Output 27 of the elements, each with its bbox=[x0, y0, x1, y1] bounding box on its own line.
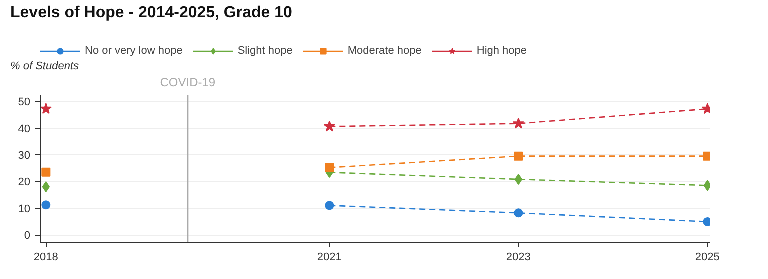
chart-title: Levels of Hope - 2014-2025, Grade 10 bbox=[10, 4, 293, 22]
y-tick-label: 20 bbox=[18, 176, 31, 189]
point bbox=[40, 103, 52, 114]
point bbox=[324, 120, 336, 132]
y-tick-label: 0 bbox=[24, 230, 31, 242]
point bbox=[514, 208, 524, 218]
y-tick-label: 10 bbox=[18, 203, 31, 216]
legend-label: No or very low hope bbox=[85, 44, 183, 58]
point bbox=[42, 200, 51, 210]
legend-label: Slight hope bbox=[238, 44, 293, 58]
legend-label: High hope bbox=[476, 44, 528, 58]
y-tick-label: 40 bbox=[18, 123, 31, 136]
x-tick-label: 2025 bbox=[695, 252, 720, 264]
x-tick-label: 2018 bbox=[34, 252, 58, 264]
legend-label: Moderate hope bbox=[348, 44, 422, 58]
point bbox=[514, 152, 524, 161]
x-tick-label: 2023 bbox=[506, 252, 531, 264]
point bbox=[42, 168, 51, 177]
y-tick-label: 50 bbox=[18, 96, 31, 109]
point bbox=[325, 201, 334, 210]
point bbox=[325, 163, 334, 172]
ref-line-label: COVID-19 bbox=[160, 76, 216, 90]
y-axis-title: % of Students bbox=[10, 60, 80, 72]
point bbox=[512, 118, 524, 129]
y-tick-label: 30 bbox=[18, 150, 31, 162]
point bbox=[42, 182, 50, 193]
x-tick-label: 2021 bbox=[317, 252, 342, 264]
